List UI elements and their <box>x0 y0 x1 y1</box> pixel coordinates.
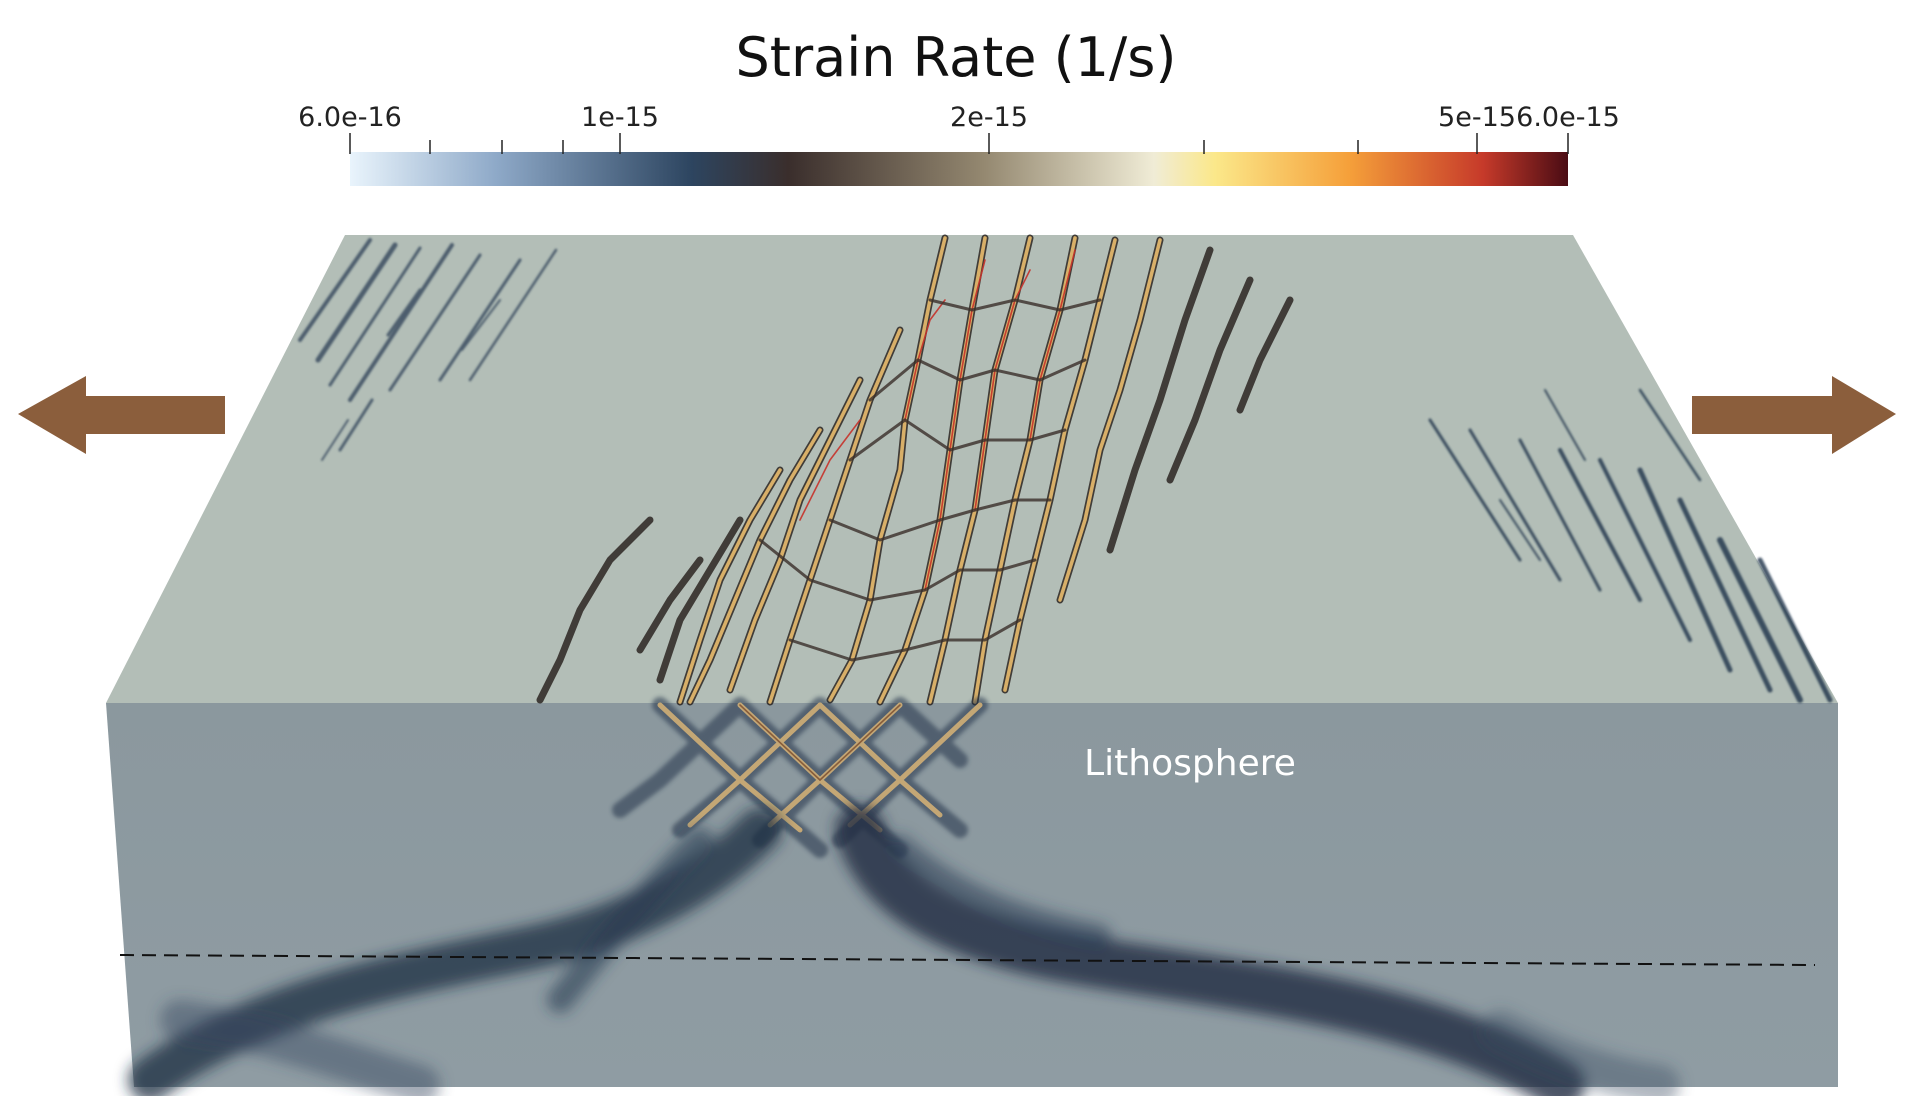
colorbar-gradient <box>350 152 1568 186</box>
colorbar-tick-label: 1e-15 <box>581 102 659 133</box>
left-arrow-icon <box>18 376 225 454</box>
rift-fracture-network <box>536 234 1294 706</box>
right-arrow-icon <box>1692 376 1896 454</box>
lithosphere-block: Lithosphere <box>106 234 1838 1096</box>
colorbar: Strain Rate (1/s) 6.0e-16 1e-15 2e-15 5e… <box>298 26 1620 186</box>
block-top-surface <box>106 235 1838 703</box>
asthenosphere-shear-zones <box>128 805 1680 1096</box>
colorbar-tick-label: 5e-15 <box>1438 102 1516 133</box>
lithosphere-label: Lithosphere <box>1084 743 1296 784</box>
colorbar-title: Strain Rate (1/s) <box>736 26 1177 89</box>
right-fault-traces <box>1428 388 1833 703</box>
lithosphere-base-dashed-line <box>119 954 1816 966</box>
colorbar-tick-label: 2e-15 <box>950 102 1028 133</box>
colorbar-tick-label: 6.0e-15 <box>1516 102 1620 133</box>
left-fault-traces <box>298 238 558 461</box>
colorbar-ticks <box>349 133 1569 154</box>
colorbar-tick-label: 6.0e-16 <box>298 102 402 133</box>
